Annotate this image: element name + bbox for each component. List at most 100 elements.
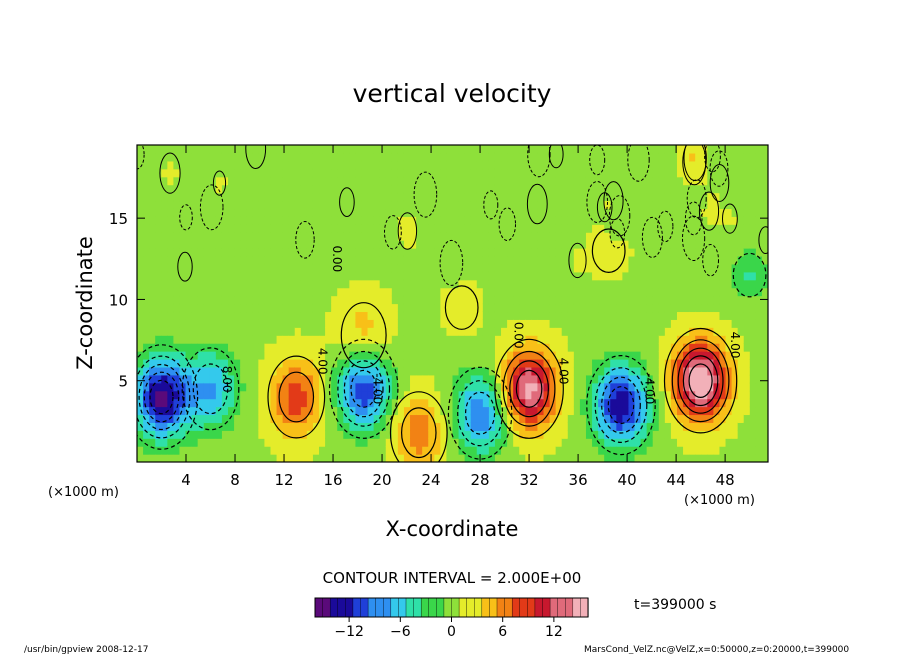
field-cell [276, 390, 284, 400]
field-cell [737, 295, 745, 305]
field-cell [306, 192, 314, 202]
field-cell [191, 311, 199, 320]
field-cell [543, 398, 551, 408]
field-cell [592, 454, 599, 462]
field-cell [701, 390, 708, 400]
field-cell [507, 319, 514, 328]
field-cell [325, 327, 332, 336]
field-cell [446, 145, 454, 154]
field-cell [519, 374, 526, 384]
field-cell [761, 152, 768, 162]
field-cell [646, 224, 654, 233]
field-cell [294, 295, 302, 305]
field-cell [525, 430, 532, 439]
field-cell [719, 343, 727, 352]
field-cell [312, 327, 320, 336]
field-cell [391, 390, 399, 400]
field-cell [628, 343, 636, 352]
field-cell [410, 319, 417, 328]
field-cell [640, 263, 648, 273]
field-cell [464, 200, 472, 210]
colorbar-segment [413, 597, 422, 618]
field-cell [725, 295, 733, 305]
field-cell [567, 303, 575, 313]
field-cell [622, 255, 630, 265]
field-cell [561, 224, 569, 233]
field-cell [737, 240, 745, 249]
field-cell [397, 271, 405, 281]
field-cell [434, 263, 441, 273]
field-cell [246, 232, 253, 241]
field-cell [604, 311, 611, 320]
field-cell [537, 398, 545, 408]
field-cell [488, 208, 496, 217]
field-cell [676, 303, 684, 313]
field-cell [252, 351, 259, 360]
field-cell [246, 311, 253, 320]
field-cell [137, 422, 144, 431]
field-cell [598, 145, 605, 154]
field-cell [592, 279, 599, 289]
field-cell [185, 287, 193, 297]
field-cell [549, 160, 557, 170]
field-cell [634, 255, 642, 265]
field-cell [446, 406, 454, 416]
field-cell [385, 232, 393, 241]
field-cell [391, 287, 399, 297]
field-cell [561, 160, 569, 170]
field-cell [585, 176, 593, 186]
field-cell [143, 240, 150, 249]
field-cell [276, 255, 284, 265]
field-cell [416, 184, 423, 194]
field-cell [416, 374, 423, 384]
field-cell [731, 351, 739, 360]
field-cell [689, 343, 696, 352]
field-cell [658, 414, 666, 423]
field-cell [215, 430, 223, 439]
field-cell [373, 168, 381, 178]
field-cell [719, 240, 727, 249]
field-cell [294, 271, 302, 281]
field-cell [349, 287, 357, 297]
field-cell [155, 216, 162, 225]
field-cell [573, 311, 581, 320]
field-cell [652, 430, 660, 439]
field-cell [676, 240, 684, 249]
field-cell [167, 430, 175, 439]
field-cell [306, 374, 314, 384]
field-cell [173, 279, 181, 289]
field-cell [306, 446, 314, 455]
field-cell [234, 208, 241, 217]
field-cell [137, 248, 144, 257]
field-cell [616, 224, 623, 233]
field-cell [743, 287, 751, 297]
field-cell [379, 438, 387, 447]
field-cell [403, 374, 411, 384]
field-cell [525, 303, 532, 313]
field-cell [573, 145, 581, 154]
field-cell [482, 422, 490, 431]
field-cell [234, 422, 241, 431]
field-cell [294, 263, 302, 273]
field-cell [543, 366, 551, 376]
field-cell [209, 271, 217, 281]
field-cell [282, 438, 290, 447]
field-cell [403, 263, 411, 273]
field-cell [361, 311, 369, 320]
field-cell [761, 303, 768, 313]
field-cell [367, 343, 375, 352]
field-cell [670, 406, 678, 416]
field-cell [616, 335, 623, 344]
field-cell [258, 414, 266, 423]
field-cell [331, 438, 338, 447]
field-cell [264, 216, 272, 225]
field-cell [737, 303, 745, 313]
field-cell [683, 200, 690, 210]
field-cell [270, 430, 278, 439]
field-cell [610, 176, 617, 186]
field-cell [640, 311, 648, 320]
field-cell [707, 406, 714, 416]
field-cell [264, 374, 272, 384]
field-cell [494, 414, 502, 423]
field-cell [325, 319, 332, 328]
